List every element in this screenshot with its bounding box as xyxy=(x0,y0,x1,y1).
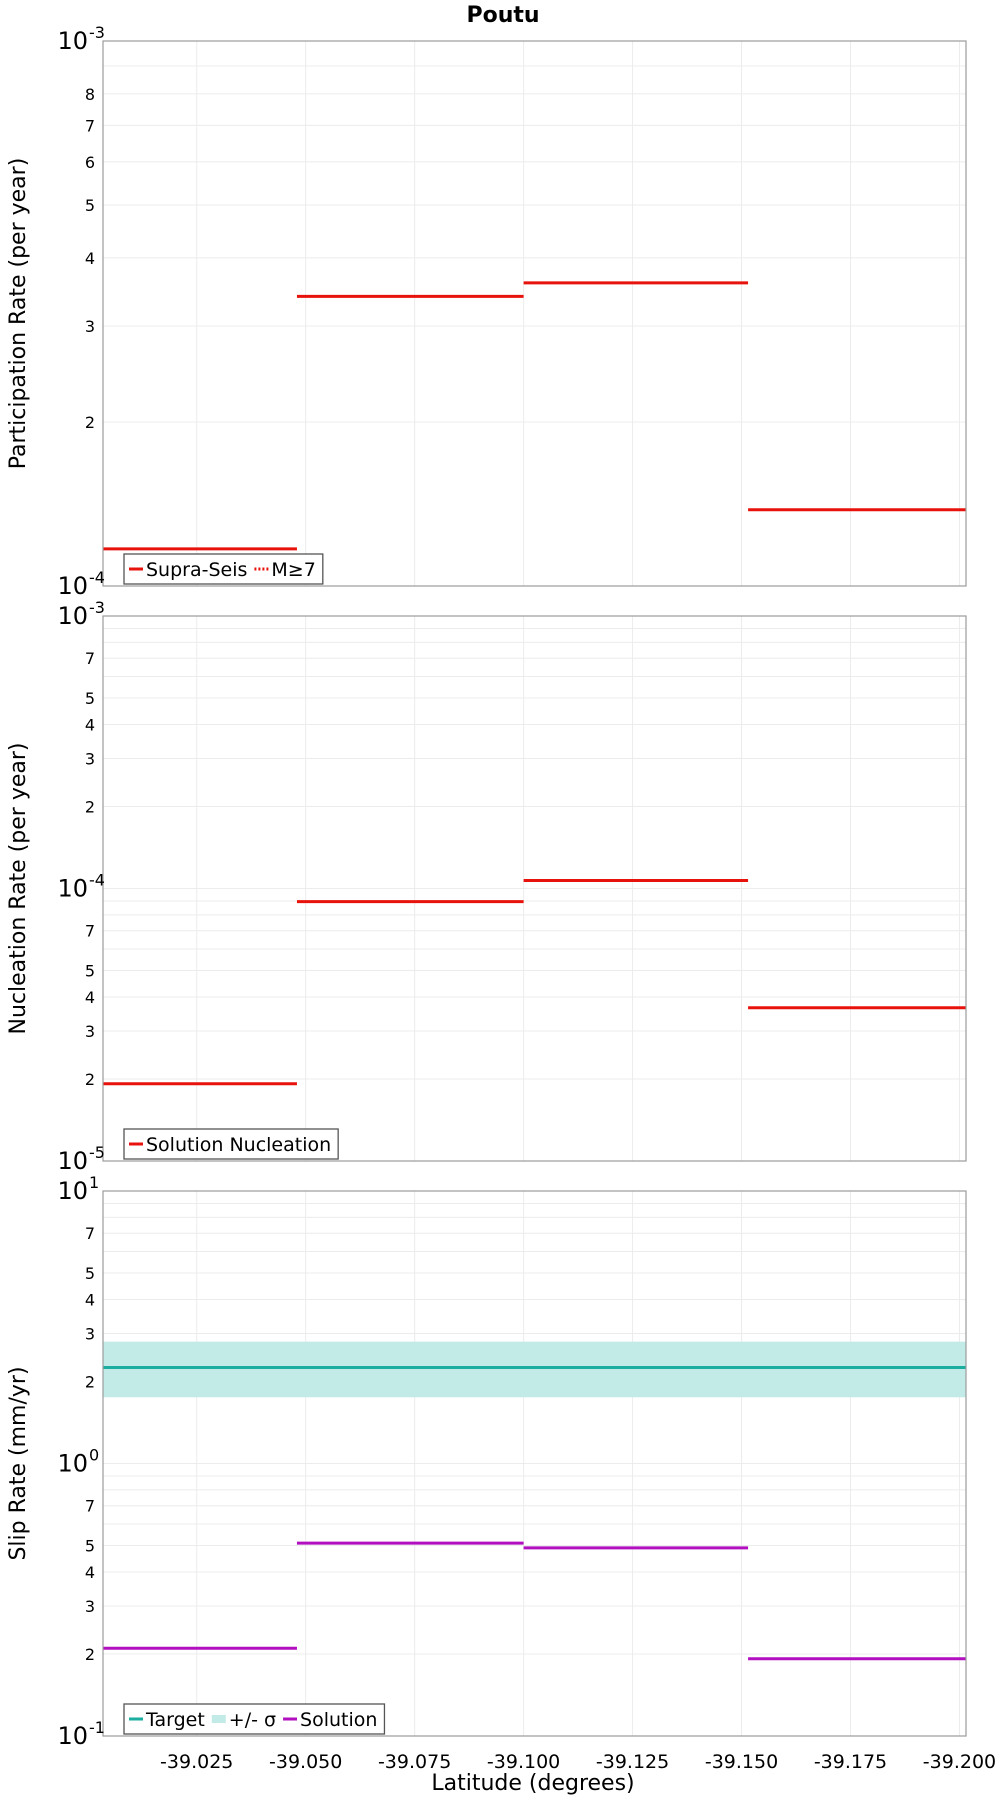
x-tick-label: -39.075 xyxy=(378,1751,451,1773)
y-tick-label: 5 xyxy=(85,1264,95,1283)
y-tick-label: 4 xyxy=(85,715,95,734)
sigma-band xyxy=(103,1341,966,1398)
y-tick-label: 7 xyxy=(85,922,95,941)
legend-swatch-band xyxy=(211,1715,226,1723)
y-tick-label-exponent: 1 xyxy=(89,1173,99,1192)
y-tick-label: 2 xyxy=(85,1645,95,1664)
legend: Supra-Seis M≥7 xyxy=(123,553,324,585)
legend-label: +/- σ xyxy=(229,1709,276,1731)
legend: Target +/- σ Solution xyxy=(123,1703,386,1735)
y-tick-label: 5 xyxy=(85,1537,95,1556)
y-tick-label: 5 xyxy=(85,962,95,981)
x-tick-label: -39.025 xyxy=(160,1751,233,1773)
x-tick-label: -39.175 xyxy=(814,1751,887,1773)
y-axis-label: Participation Rate (per year) xyxy=(6,158,31,470)
legend-label: M≥7 xyxy=(271,559,315,581)
y-tick-label: 2 xyxy=(85,1070,95,1089)
y-tick-label-decade: 10 xyxy=(57,1147,88,1175)
plot-frame xyxy=(102,40,967,587)
plot-frame xyxy=(102,1190,967,1737)
y-tick-label: 6 xyxy=(85,153,95,172)
y-tick-label: 3 xyxy=(85,1324,95,1343)
x-tick-label: -39.050 xyxy=(269,1751,342,1773)
x-tick-label: -39.200 xyxy=(923,1751,996,1773)
y-tick-label-decade: 10 xyxy=(57,572,88,600)
y-tick-label-decade: 10 xyxy=(57,27,88,55)
y-tick-label-exponent: -3 xyxy=(89,23,105,42)
y-tick-label: 3 xyxy=(85,749,95,768)
x-tick-label: -39.125 xyxy=(596,1751,669,1773)
legend-box xyxy=(123,553,324,585)
y-tick-label: 2 xyxy=(85,413,95,432)
y-tick-label: 7 xyxy=(85,649,95,668)
y-tick-label-exponent: -5 xyxy=(89,1143,105,1162)
y-tick-label: 3 xyxy=(85,1597,95,1616)
legend-label: Supra-Seis xyxy=(146,559,247,581)
y-tick-label: 2 xyxy=(85,797,95,816)
y-tick-label: 8 xyxy=(85,85,95,104)
y-tick-label-decade: 10 xyxy=(57,875,88,903)
y-tick-label-decade: 10 xyxy=(57,1177,88,1205)
y-tick-label: 3 xyxy=(85,317,95,336)
legend-label: Solution xyxy=(300,1709,377,1731)
y-tick-label: 2 xyxy=(85,1372,95,1391)
legend-label: Solution Nucleation xyxy=(146,1134,331,1156)
y-axis-label: Nucleation Rate (per year) xyxy=(6,743,31,1035)
legend: Solution Nucleation xyxy=(123,1128,339,1160)
x-tick-label: -39.150 xyxy=(705,1751,778,1773)
y-tick-label: 4 xyxy=(85,1563,95,1582)
legend-box xyxy=(123,1703,386,1735)
y-tick-label-decade: 10 xyxy=(57,1722,88,1750)
legend-label: Target xyxy=(145,1709,205,1731)
y-tick-label-exponent: 0 xyxy=(89,1446,99,1465)
y-axis-label: Slip Rate (mm/yr) xyxy=(6,1366,31,1560)
y-tick-label: 7 xyxy=(85,116,95,135)
y-tick-label-decade: 10 xyxy=(57,1450,88,1478)
y-tick-label: 4 xyxy=(85,249,95,268)
y-tick-label-exponent: -4 xyxy=(89,871,105,890)
y-tick-label: 7 xyxy=(85,1497,95,1516)
y-tick-label: 5 xyxy=(85,689,95,708)
x-axis-label: Latitude (degrees) xyxy=(431,1771,634,1796)
y-tick-label-exponent: -4 xyxy=(89,568,105,587)
legend-box xyxy=(123,1128,339,1160)
y-tick-label: 4 xyxy=(85,988,95,1007)
y-tick-label-decade: 10 xyxy=(57,602,88,630)
y-tick-label-exponent: -3 xyxy=(89,598,105,617)
y-tick-label: 4 xyxy=(85,1290,95,1309)
y-tick-label: 3 xyxy=(85,1022,95,1041)
y-tick-label: 5 xyxy=(85,196,95,215)
y-tick-label: 7 xyxy=(85,1224,95,1243)
x-tick-label: -39.100 xyxy=(487,1751,560,1773)
plot-frame xyxy=(102,615,967,1162)
chart-title: Poutu xyxy=(466,3,539,28)
y-tick-label-exponent: -1 xyxy=(89,1718,105,1737)
